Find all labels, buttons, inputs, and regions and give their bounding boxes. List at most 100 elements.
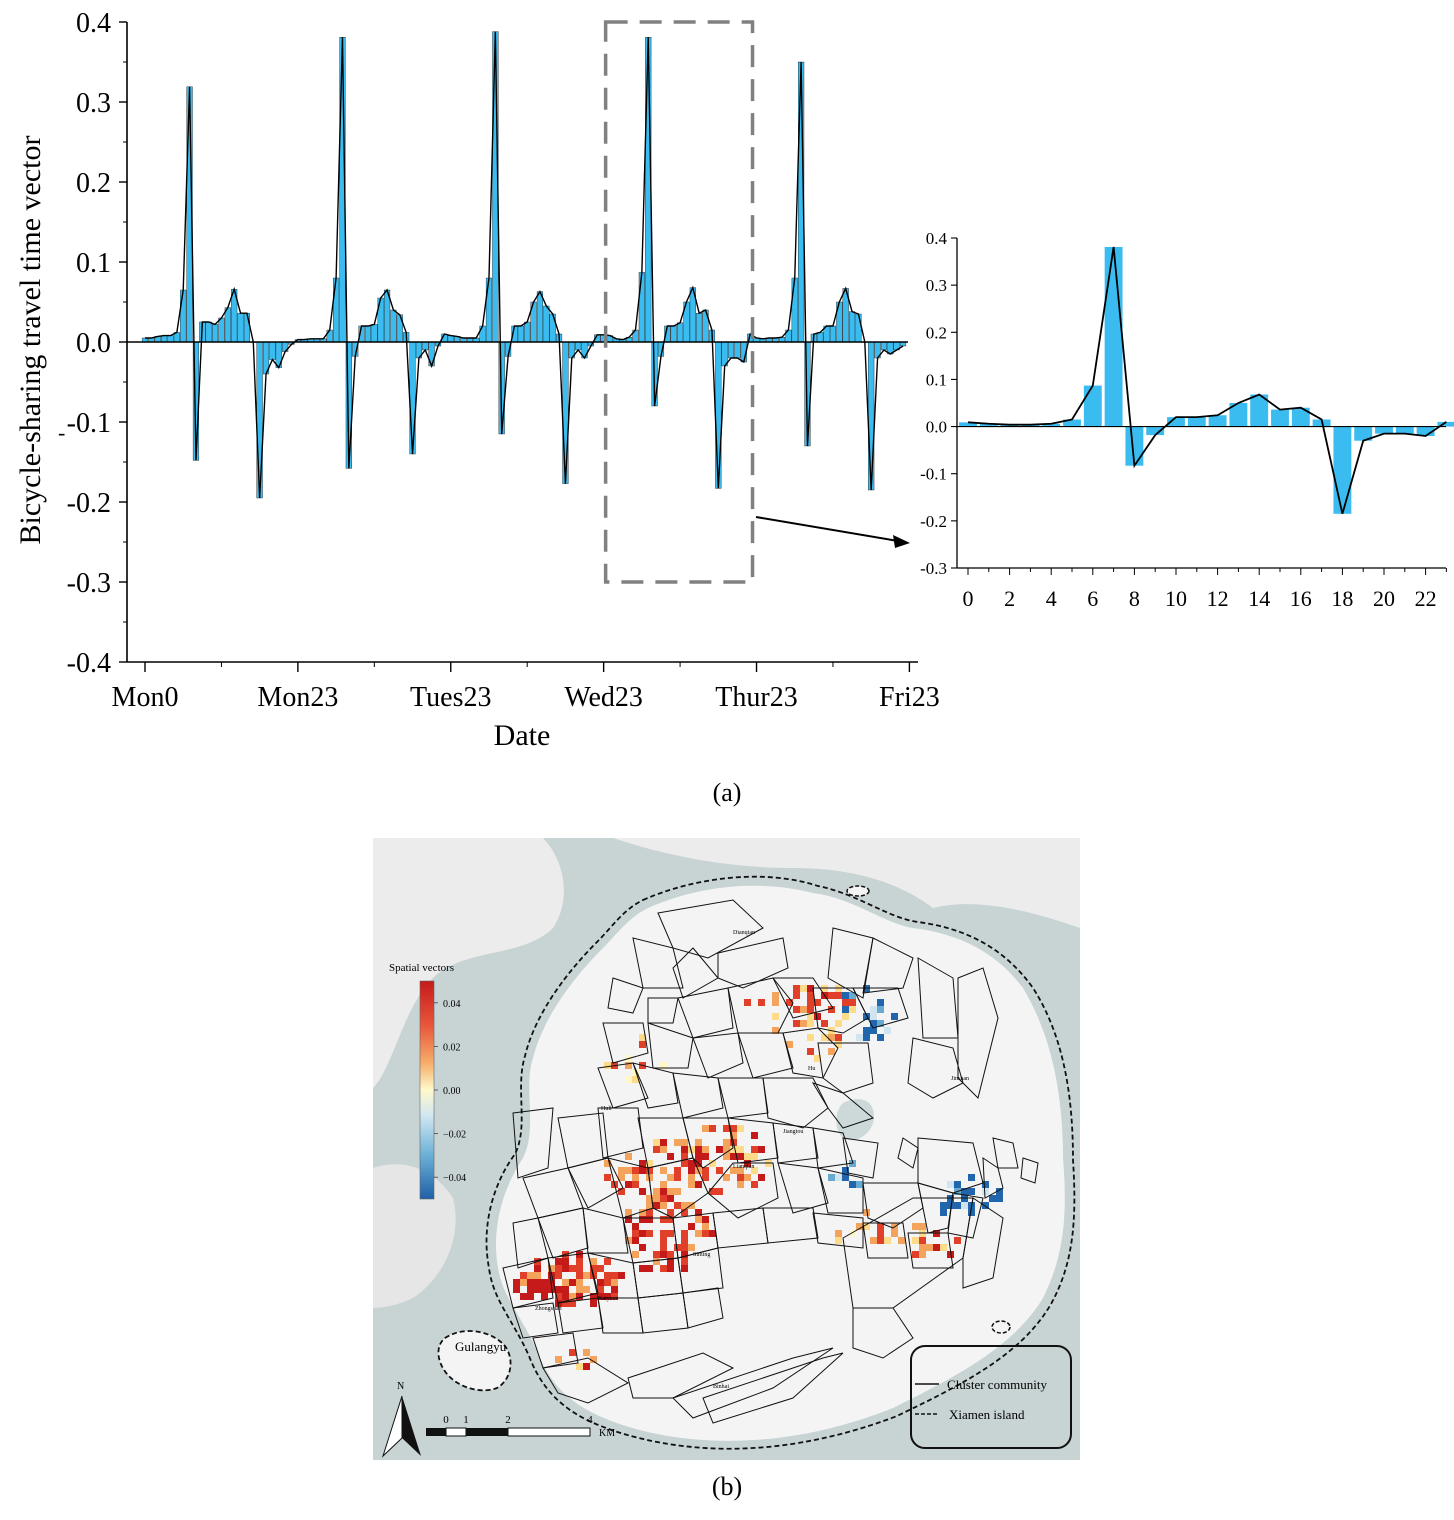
map-cell <box>646 1265 653 1272</box>
map-legend-box <box>910 1345 1072 1449</box>
map-cell <box>702 1125 709 1132</box>
map-cell <box>912 1251 919 1258</box>
cluster-polygon <box>547 1252 599 1304</box>
map-cell <box>828 1174 835 1181</box>
weekly-y-tick-label: 0.1 <box>76 248 111 279</box>
map-cell <box>611 1286 618 1293</box>
map-legend: Cluster community Xiamen island <box>910 1345 1072 1449</box>
map-cell <box>604 1160 611 1167</box>
cluster-polygon <box>762 1077 829 1129</box>
map-cell <box>968 1209 975 1216</box>
weekly-y-axis-label: Bicycle-sharing travel time vector <box>14 135 47 544</box>
hourly-x-tick-label: 0 <box>963 586 974 611</box>
map-cell <box>527 1293 534 1300</box>
map-cell <box>751 1181 758 1188</box>
map-cell <box>835 992 842 999</box>
map-cell <box>947 1251 954 1258</box>
cluster-polygon <box>782 1027 839 1079</box>
map-cell <box>723 1146 730 1153</box>
scale-bar: 0 1 2 4 KM <box>426 1414 615 1439</box>
cluster-polygon <box>597 1107 644 1159</box>
map-cell <box>632 1251 639 1258</box>
cluster-polygon <box>727 977 794 1034</box>
map-cell <box>604 1174 611 1181</box>
cluster-polygon <box>647 1157 709 1219</box>
map-cell <box>884 1027 891 1034</box>
map-cell <box>737 1167 744 1174</box>
map-cell <box>870 1013 877 1020</box>
map-cell <box>562 1286 569 1293</box>
cluster-polygon <box>862 1182 924 1229</box>
panel-label-a: (a) <box>712 778 742 807</box>
map-cell <box>737 1146 744 1153</box>
map-cell <box>660 1146 667 1153</box>
place-label-jiangtou: Jiangtou <box>783 1129 803 1135</box>
weekly-series-line <box>145 31 904 499</box>
hourly-y-tick-label: -0.2 <box>920 512 947 531</box>
map-cell <box>877 1223 884 1230</box>
map-cell <box>940 1209 947 1216</box>
map-cell <box>681 1146 688 1153</box>
map-cell <box>716 1146 723 1153</box>
map-cell <box>639 1216 646 1223</box>
hourly-x-tick-label: 2 <box>1004 586 1015 611</box>
colorbar-tick-label: 0.04 <box>443 999 461 1010</box>
map-cell <box>807 1020 814 1027</box>
map-cell <box>674 1188 681 1195</box>
cluster-polygon <box>817 1042 874 1094</box>
map-cell <box>555 1258 562 1265</box>
map-cell <box>758 1146 765 1153</box>
map-cell <box>744 1153 751 1160</box>
map-cell <box>583 1363 590 1370</box>
map-cell <box>604 1272 611 1279</box>
map-cell <box>842 1167 849 1174</box>
map-cell <box>933 1244 940 1251</box>
map-cell <box>653 1146 660 1153</box>
map-cell <box>646 1167 653 1174</box>
gulangyu-outline <box>437 1330 512 1392</box>
map-cell <box>576 1363 583 1370</box>
map-cell <box>520 1279 527 1286</box>
map-cell <box>954 1181 961 1188</box>
map-cell <box>856 1181 863 1188</box>
map-cell <box>534 1286 541 1293</box>
zoom-box <box>603 20 755 584</box>
map-cell <box>597 1279 604 1286</box>
map-cell <box>674 1202 681 1209</box>
map-cell <box>982 1188 989 1195</box>
cluster-polygon <box>907 1037 964 1099</box>
map-cell <box>807 992 814 999</box>
map-cell <box>737 1174 744 1181</box>
cluster-polygon <box>962 1197 1004 1289</box>
map-cell <box>639 1041 646 1048</box>
hourly-bar <box>1395 426 1414 434</box>
map-cell <box>534 1265 541 1272</box>
map-cell <box>548 1265 555 1272</box>
map-cell <box>590 1258 597 1265</box>
map-cell <box>688 1181 695 1188</box>
hourly-x-tick-label: 22 <box>1415 586 1437 611</box>
hourly-bar <box>959 422 977 427</box>
map-cell <box>744 999 751 1006</box>
hourly-y-tick-label: -0.1 <box>920 465 947 484</box>
hourly-bar <box>1208 415 1227 427</box>
map-cell <box>569 1265 576 1272</box>
scale-unit: KM <box>599 1428 615 1439</box>
map-cell <box>639 1167 646 1174</box>
colorbar-tick-label: −0.02 <box>443 1130 466 1141</box>
map-cell <box>667 1230 674 1237</box>
scale-seg-3 <box>466 1428 508 1436</box>
cluster-polygon <box>607 977 644 1014</box>
map-cell <box>618 1167 625 1174</box>
map-cell <box>618 1174 625 1181</box>
colorbar-tick-label: 0.02 <box>443 1042 461 1053</box>
cluster-polygon <box>582 1207 629 1254</box>
colorbar <box>419 980 435 1200</box>
map-cell <box>618 1188 625 1195</box>
map-cell <box>695 1216 702 1223</box>
map-cell <box>835 1230 842 1237</box>
hourly-bar <box>1104 246 1123 427</box>
map-cell <box>597 1293 604 1300</box>
map-cell <box>632 1069 639 1076</box>
cluster-polygon <box>907 1232 954 1269</box>
